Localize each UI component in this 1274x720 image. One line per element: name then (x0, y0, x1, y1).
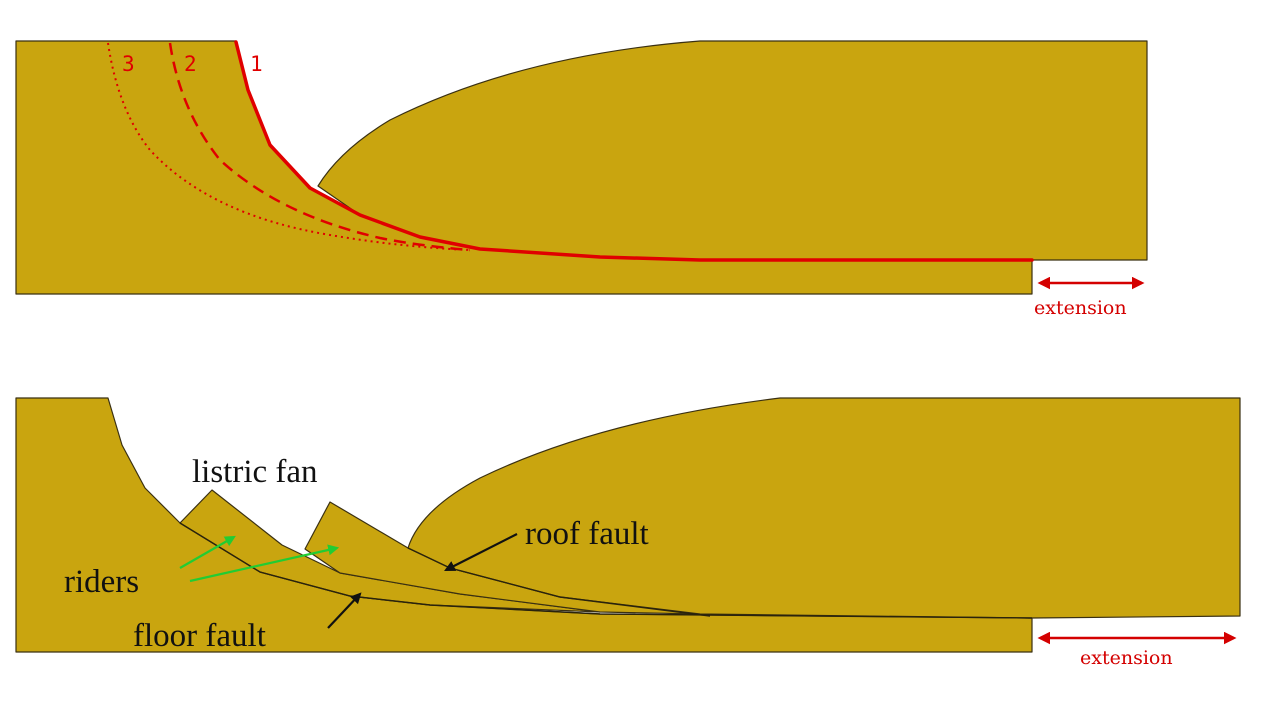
fault-number-3: 3 (122, 52, 135, 76)
top-panel: 1 2 3 extension (15, 40, 1148, 319)
fault-number-1: 1 (250, 52, 263, 76)
roof-fault-line (407, 547, 711, 617)
bottom-extension-label: extension (1080, 647, 1173, 669)
riders-label: riders (64, 564, 139, 600)
riders-pointer-2 (189, 544, 340, 583)
top-hangingwall-block (317, 40, 1148, 261)
floor-fault-line (179, 522, 1033, 619)
fault-1-solid-line (234, 40, 1034, 262)
bottom-hangingwall-block (407, 397, 1241, 619)
roof-fault-label: roof fault (525, 516, 649, 552)
floor-fault-pointer (327, 592, 362, 629)
fault-3-dotted-line (107, 42, 471, 251)
floor-fault-label: floor fault (133, 618, 266, 654)
bottom-panel: listric fan roof fault riders floor faul… (15, 397, 1241, 669)
fault-2-dashed-line (168, 42, 471, 252)
riders-pointer-1 (179, 535, 236, 569)
listric-fan-label: listric fan (192, 454, 318, 490)
top-extension-label: extension (1034, 297, 1127, 319)
fault-number-2: 2 (184, 52, 197, 76)
roof-fault-pointer (444, 533, 518, 571)
